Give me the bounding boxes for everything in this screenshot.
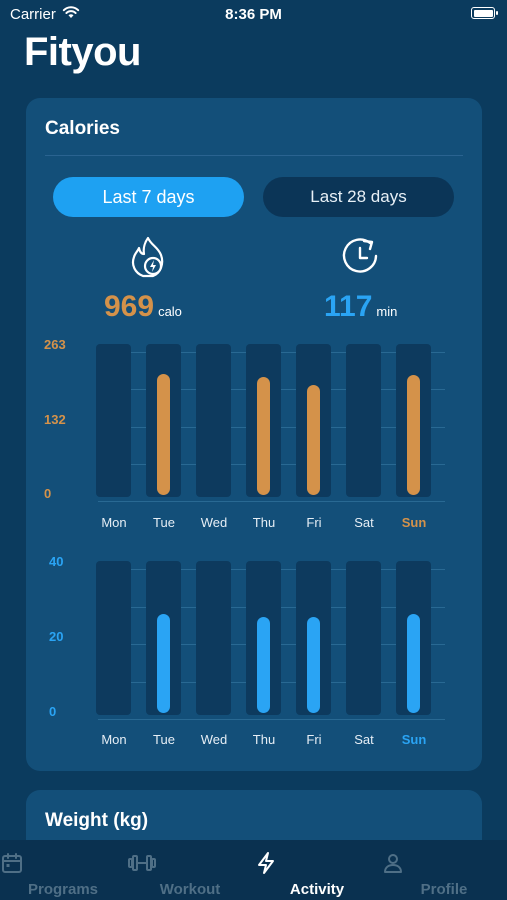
bar-thu xyxy=(257,617,270,713)
bar-tue xyxy=(157,374,170,495)
carrier-label: Carrier xyxy=(10,6,56,23)
divider xyxy=(45,155,463,156)
clock: 8:36 PM xyxy=(225,6,282,23)
bar-column-mon[interactable] xyxy=(96,344,131,497)
y-tick-label: 0 xyxy=(49,704,57,719)
app-title: Fityou xyxy=(24,30,141,74)
tab-label: Programs xyxy=(27,881,99,898)
x-label-mon: Mon xyxy=(101,515,127,530)
x-label-thu: Thu xyxy=(252,515,276,530)
bar-tue xyxy=(157,614,170,713)
bar-column-wed[interactable] xyxy=(196,561,231,715)
x-label-tue: Tue xyxy=(153,515,175,530)
x-label-sun: Sun xyxy=(401,732,427,747)
lightning-icon xyxy=(258,852,274,874)
x-label-sat: Sat xyxy=(354,515,374,530)
tab-last-28-days[interactable]: Last 28 days xyxy=(263,177,454,217)
bar-fri xyxy=(307,617,320,713)
card-title: Weight (kg) xyxy=(45,810,149,831)
tab-last-7-days[interactable]: Last 7 days xyxy=(53,177,244,217)
y-tick-label: 263 xyxy=(44,337,66,352)
bar-column-sat[interactable] xyxy=(346,561,381,715)
status-bar: Carrier 8:36 PM xyxy=(0,0,507,30)
bar-fri xyxy=(307,385,320,495)
tab-label: Workout xyxy=(159,881,221,898)
y-tick-label: 20 xyxy=(49,629,64,644)
person-icon xyxy=(384,854,402,873)
bar-sun xyxy=(407,614,420,713)
minutes-stat: 117 min xyxy=(324,290,397,324)
calories-unit: calo xyxy=(158,304,182,319)
minutes-unit: min xyxy=(376,304,398,319)
clock-refresh-icon xyxy=(342,238,378,273)
battery-icon xyxy=(471,7,498,19)
bar-column-wed[interactable] xyxy=(196,344,231,497)
x-label-wed: Wed xyxy=(200,515,228,530)
gridline xyxy=(98,719,445,720)
wifi-icon xyxy=(62,6,80,18)
bar-column-sat[interactable] xyxy=(346,344,381,497)
bar-column-mon[interactable] xyxy=(96,561,131,715)
x-label-thu: Thu xyxy=(252,732,276,747)
x-label-mon: Mon xyxy=(101,732,127,747)
minutes-value: 117 xyxy=(324,290,373,323)
x-label-sun: Sun xyxy=(401,515,427,530)
x-label-fri: Fri xyxy=(306,515,322,530)
x-label-sat: Sat xyxy=(354,732,374,747)
tab-profile[interactable]: Profile xyxy=(381,840,507,900)
calories-card: Calories Last 7 days Last 28 days 969 cal… xyxy=(26,98,482,771)
card-title: Calories xyxy=(45,118,120,139)
tab-bar: Programs Workout Activity Profile xyxy=(0,840,507,900)
tab-label: Profile xyxy=(420,881,468,898)
tab-activity[interactable]: Activity xyxy=(254,840,380,900)
flame-bolt-icon xyxy=(131,236,164,278)
bar-thu xyxy=(257,376,270,495)
tab-programs[interactable]: Programs xyxy=(0,840,126,900)
calories-value: 969 xyxy=(104,290,155,323)
gridline xyxy=(98,501,445,502)
x-label-wed: Wed xyxy=(200,732,228,747)
tab-workout[interactable]: Workout xyxy=(127,840,253,900)
tab-label: Activity xyxy=(289,881,345,898)
y-tick-label: 40 xyxy=(49,554,64,569)
calories-stat: 969 calo xyxy=(104,290,182,324)
y-tick-label: 132 xyxy=(44,411,66,427)
x-label-fri: Fri xyxy=(306,732,322,747)
y-tick-label: 0 xyxy=(44,486,52,501)
dumbbell-icon xyxy=(128,855,156,871)
x-label-tue: Tue xyxy=(153,732,175,747)
bar-sun xyxy=(407,375,420,495)
calendar-icon xyxy=(2,853,22,873)
